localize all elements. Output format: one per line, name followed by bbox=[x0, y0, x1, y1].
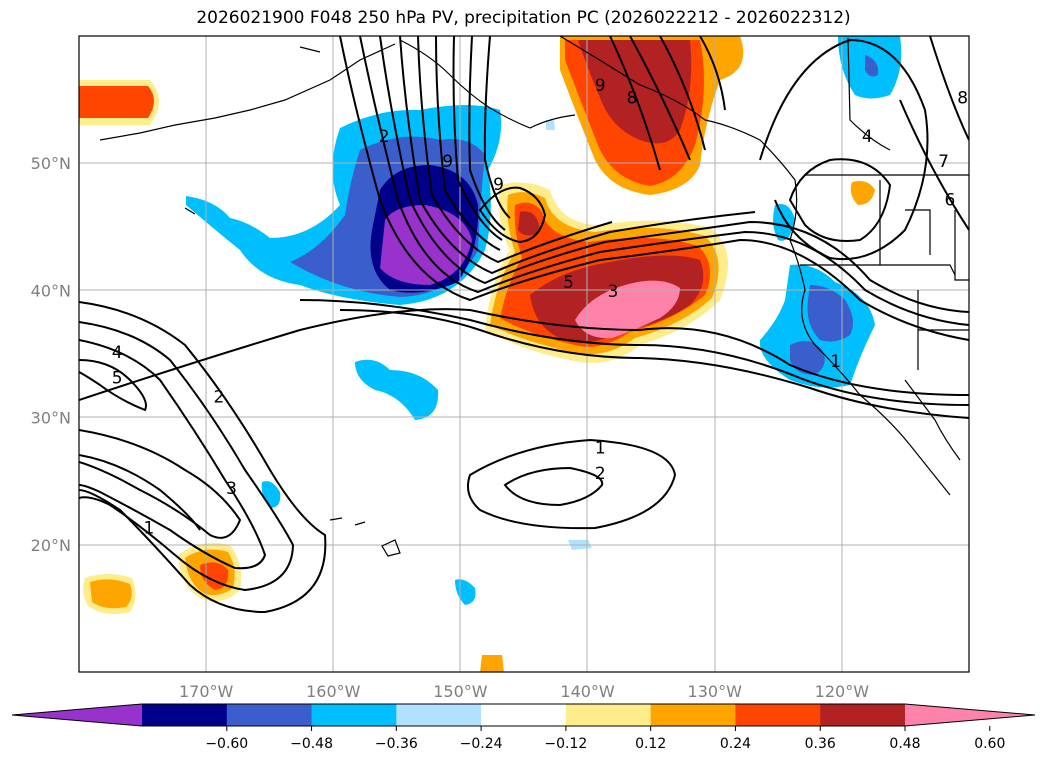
contour-label: 3 bbox=[608, 282, 619, 302]
contour-labels: 1 2 4 5 2 3 1 1 5 3 9 2 9 9 8 4 7 6 8 bbox=[112, 76, 968, 539]
contour-label: 5 bbox=[112, 368, 123, 388]
colorbar-extend-high bbox=[905, 704, 1035, 726]
contour-label: 6 bbox=[945, 190, 956, 210]
contour-label: 8 bbox=[627, 89, 638, 109]
contour-label: 9 bbox=[442, 152, 453, 172]
latitude-label: 50°N bbox=[31, 154, 71, 173]
contour-label: 2 bbox=[595, 464, 606, 484]
contour-label: 7 bbox=[938, 152, 949, 172]
colorbar-tick-label: −0.12 bbox=[544, 736, 587, 752]
latitude-label: 20°N bbox=[31, 536, 71, 555]
colorbar: −0.60 −0.48 −0.36 −0.24 −0.12 0.12 0.24 0.36 0.4… bbox=[11, 703, 1036, 752]
contour-label: 2 bbox=[213, 388, 224, 408]
longitude-label: 120°W bbox=[815, 682, 870, 701]
colorbar-segment bbox=[226, 704, 313, 726]
map-frame bbox=[78, 35, 970, 673]
colorbar-extend-low bbox=[12, 704, 142, 726]
contour-label: 3 bbox=[226, 479, 237, 499]
contour-label: 4 bbox=[112, 343, 123, 363]
longitude-label: 140°W bbox=[560, 682, 615, 701]
contour-label: 1 bbox=[830, 352, 841, 372]
contour-label: 9 bbox=[493, 175, 504, 195]
colorbar-segment bbox=[481, 704, 567, 726]
pv-contours bbox=[79, 36, 969, 614]
contour-label: 4 bbox=[862, 127, 873, 147]
colorbar-tick-label: 0.36 bbox=[805, 736, 836, 752]
contour-label: 5 bbox=[563, 273, 574, 293]
longitude-label: 160°W bbox=[306, 682, 361, 701]
colorbar-tick-label: −0.24 bbox=[460, 736, 503, 752]
colorbar-segment bbox=[142, 704, 228, 726]
longitude-labels: 170°W 160°W 150°W 140°W 130°W 120°W bbox=[179, 682, 869, 701]
colorbar-segment bbox=[396, 704, 482, 726]
longitude-label: 150°W bbox=[433, 682, 488, 701]
latitude-labels: 50°N 40°N 30°N 20°N bbox=[31, 154, 71, 555]
colorbar-tick-label: 0.48 bbox=[889, 736, 920, 752]
colorbar-tick-label: 0.24 bbox=[720, 736, 751, 752]
contour-label: 2 bbox=[379, 127, 390, 147]
colorbar-segment bbox=[311, 704, 397, 726]
colorbar-segment bbox=[820, 704, 906, 726]
colorbar-outline bbox=[11, 703, 1036, 727]
colorbar-tick-label: 0.12 bbox=[635, 736, 666, 752]
longitude-label: 130°W bbox=[688, 682, 743, 701]
colorbar-tick-label: −0.48 bbox=[290, 736, 333, 752]
colorbar-segment bbox=[565, 704, 652, 726]
colorbar-tick-label: −0.36 bbox=[375, 736, 418, 752]
colorbar-segment bbox=[650, 704, 736, 726]
colorbar-segment bbox=[735, 704, 821, 726]
map-title: 2026021900 F048 250 hPa PV, precipitatio… bbox=[196, 8, 851, 28]
longitude-label: 170°W bbox=[179, 682, 234, 701]
latitude-label: 30°N bbox=[31, 409, 71, 428]
colorbar-tick-label: 0.60 bbox=[974, 736, 1005, 752]
latitude-label: 40°N bbox=[31, 281, 71, 300]
contour-label: 1 bbox=[595, 438, 606, 458]
contour-label: 9 bbox=[595, 76, 606, 96]
contour-label: 8 bbox=[957, 89, 968, 109]
colorbar-tick-label: −0.60 bbox=[205, 736, 248, 752]
contour-label: 1 bbox=[144, 519, 155, 539]
graticule bbox=[79, 36, 969, 672]
